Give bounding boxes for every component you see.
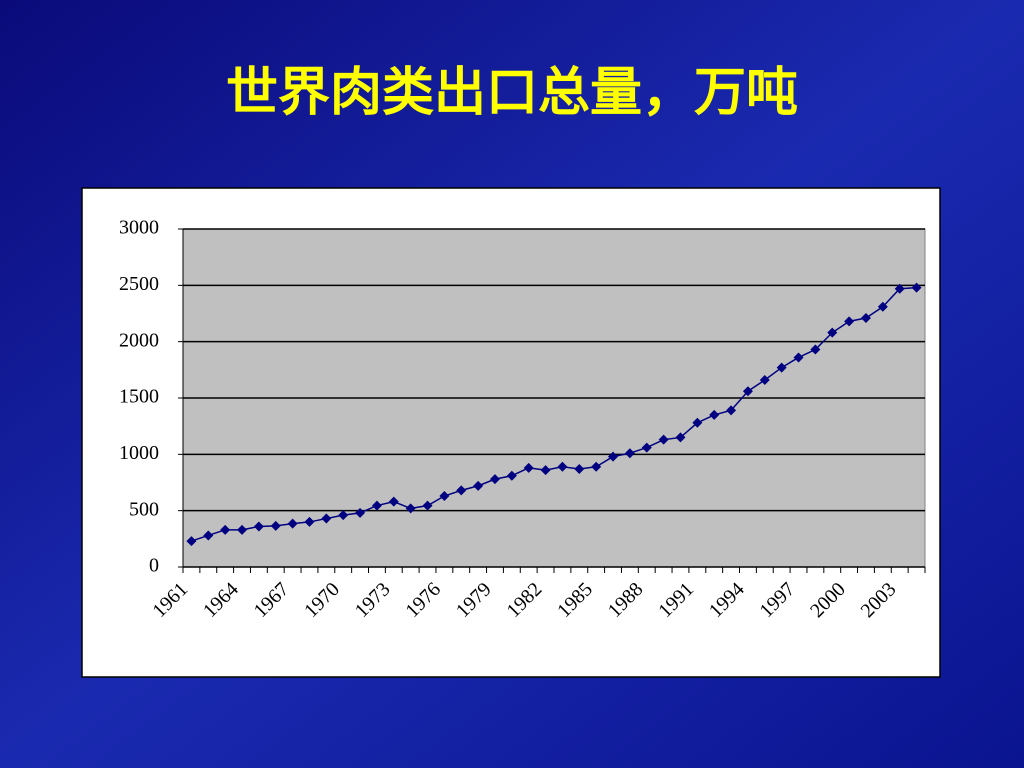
data-marker xyxy=(270,520,281,531)
data-marker xyxy=(894,283,905,294)
data-marker xyxy=(405,503,416,514)
data-marker xyxy=(523,462,534,473)
data-marker xyxy=(287,518,298,529)
data-marker xyxy=(624,448,635,459)
data-marker xyxy=(439,491,450,502)
y-tick-label: 0 xyxy=(149,555,159,577)
y-tick-label: 500 xyxy=(129,498,159,520)
data-marker xyxy=(321,513,332,524)
data-marker xyxy=(220,524,231,535)
data-marker xyxy=(692,417,703,428)
y-tick-label: 2500 xyxy=(119,273,159,295)
data-marker xyxy=(540,465,551,476)
data-marker xyxy=(742,386,753,397)
data-marker xyxy=(355,507,366,518)
y-tick-label: 2000 xyxy=(119,329,159,351)
data-marker xyxy=(844,316,855,327)
data-marker xyxy=(911,282,922,293)
data-marker xyxy=(304,516,315,527)
data-marker xyxy=(574,463,585,474)
data-marker xyxy=(608,451,619,462)
data-marker xyxy=(253,521,264,532)
data-marker xyxy=(793,352,804,363)
data-marker xyxy=(658,434,669,445)
data-marker xyxy=(557,461,568,472)
y-tick-label: 3000 xyxy=(119,217,159,239)
data-marker xyxy=(877,301,888,312)
y-tick-label: 1500 xyxy=(119,386,159,408)
data-marker xyxy=(860,313,871,324)
data-marker xyxy=(338,510,349,521)
data-marker xyxy=(203,530,214,541)
data-marker xyxy=(388,496,399,507)
data-marker xyxy=(371,500,382,511)
data-marker xyxy=(422,500,433,511)
data-marker xyxy=(675,432,686,443)
data-marker xyxy=(810,344,821,355)
data-marker xyxy=(641,442,652,453)
data-marker xyxy=(489,474,500,485)
data-marker xyxy=(726,405,737,416)
data-marker xyxy=(237,524,248,535)
data-marker xyxy=(709,409,720,420)
data-marker xyxy=(473,480,484,491)
slide-title: 世界肉类出口总量，万吨 xyxy=(226,64,798,122)
data-marker xyxy=(827,327,838,338)
data-marker xyxy=(456,485,467,496)
data-marker xyxy=(506,470,517,481)
data-marker xyxy=(776,362,787,373)
data-marker xyxy=(591,461,602,472)
y-tick-label: 1000 xyxy=(119,442,159,464)
data-marker xyxy=(186,536,197,547)
data-marker xyxy=(759,374,770,385)
